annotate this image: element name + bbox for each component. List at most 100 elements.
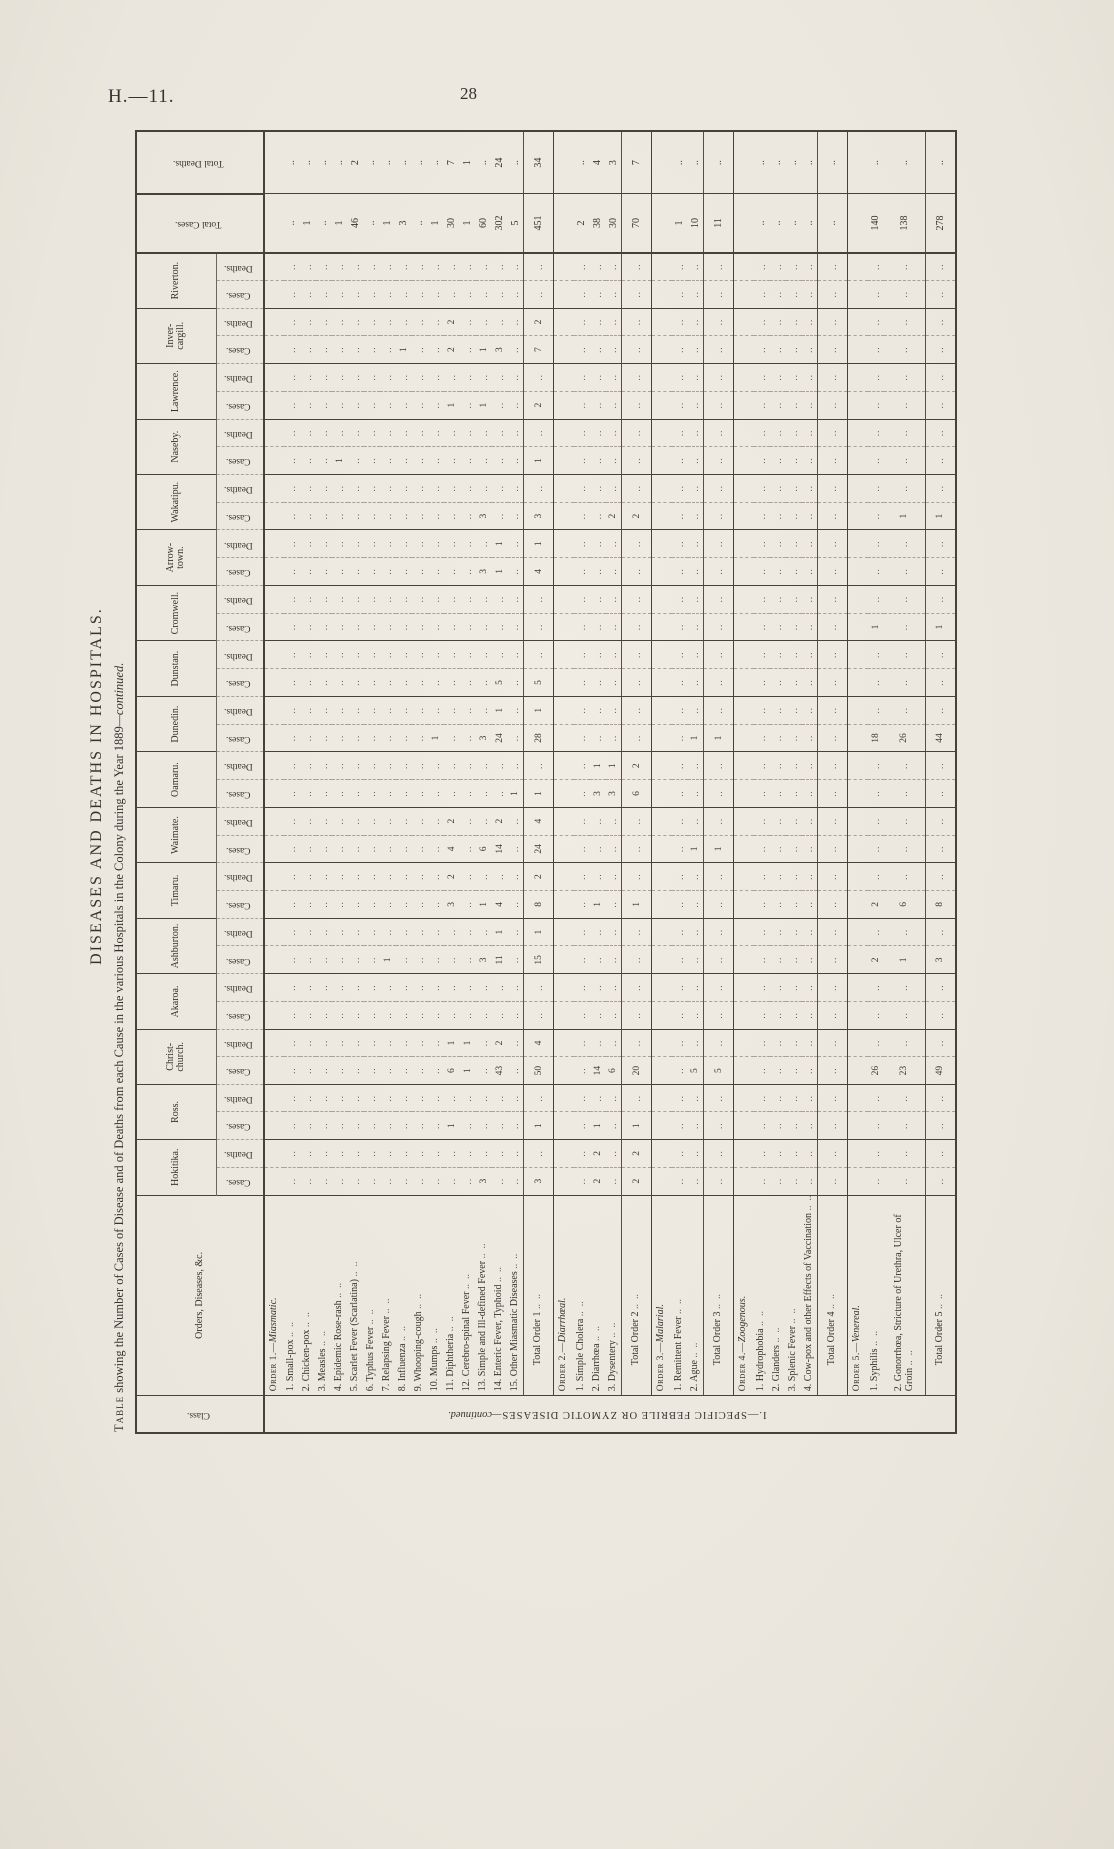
deaths-cell: .. bbox=[491, 585, 508, 614]
cases-cell: .. bbox=[883, 391, 926, 420]
cases-cell bbox=[263, 724, 284, 752]
deaths-cell bbox=[733, 1084, 754, 1112]
cases-cell: .. bbox=[703, 668, 734, 697]
cases-cell: .. bbox=[315, 1111, 332, 1140]
disease-row: 1. Remittent Fever......................… bbox=[671, 131, 688, 1433]
cases-cell: 2 bbox=[443, 335, 460, 364]
cases-cell: .. bbox=[703, 391, 734, 420]
cases-cell: .. bbox=[507, 335, 524, 364]
order-row: Order 5.—Venereal. bbox=[847, 131, 868, 1433]
deaths-cell: .. bbox=[379, 862, 396, 891]
cases-cell: .. bbox=[459, 890, 476, 919]
deaths-cell: .. bbox=[605, 640, 622, 669]
deaths-cell: .. bbox=[523, 640, 554, 669]
deaths-cell: 2 bbox=[523, 308, 554, 336]
cases-cell: .. bbox=[315, 779, 332, 808]
total-deaths-cell bbox=[847, 131, 868, 194]
row-label: 4. Cow-pox and other Effects of Vaccinat… bbox=[801, 1195, 818, 1396]
cases-cell: .. bbox=[459, 502, 476, 530]
deaths-cell: .. bbox=[621, 1084, 652, 1112]
cases-cell bbox=[263, 557, 284, 586]
cases-cell: .. bbox=[299, 835, 316, 863]
cases-cell: .. bbox=[753, 890, 770, 919]
deaths-cell: .. bbox=[573, 862, 590, 891]
cases-cell: .. bbox=[347, 1167, 364, 1196]
total-deaths-cell: .. bbox=[573, 131, 590, 194]
deaths-cell: .. bbox=[573, 585, 590, 614]
cases-cell: .. bbox=[395, 835, 412, 863]
cases-cell: .. bbox=[671, 1001, 688, 1030]
deaths-cell: .. bbox=[507, 585, 524, 614]
total-deaths-cell: .. bbox=[283, 131, 300, 194]
cases-cell: .. bbox=[671, 1111, 688, 1140]
cases-cell: .. bbox=[801, 1167, 818, 1196]
deaths-cell: .. bbox=[331, 973, 348, 1002]
deaths-cell bbox=[263, 696, 284, 725]
cases-cell: .. bbox=[299, 446, 316, 475]
deaths-cell: .. bbox=[753, 918, 770, 946]
row-label: 2. Chicken-pox bbox=[299, 1195, 316, 1396]
cases-cell: .. bbox=[925, 446, 956, 475]
deaths-cell: .. bbox=[507, 751, 524, 780]
deaths-cell: .. bbox=[507, 252, 524, 281]
cases-cell: .. bbox=[283, 446, 300, 475]
deaths-cell: .. bbox=[411, 252, 428, 281]
deaths-cell: .. bbox=[507, 1029, 524, 1057]
deaths-cell: .. bbox=[459, 973, 476, 1002]
cases-cell: .. bbox=[299, 779, 316, 808]
cases-cell: .. bbox=[801, 557, 818, 586]
total-deaths-cell: .. bbox=[427, 131, 444, 194]
cases-cell: .. bbox=[589, 280, 606, 309]
deaths-subheader: Deaths. bbox=[216, 308, 264, 336]
deaths-cell bbox=[847, 252, 868, 281]
cases-cell: .. bbox=[769, 668, 786, 697]
deaths-cell: .. bbox=[817, 529, 848, 558]
hospital-header-4: Akaroa. bbox=[136, 973, 216, 1030]
cases-cell: .. bbox=[883, 280, 926, 309]
deaths-cell: .. bbox=[379, 252, 396, 281]
total-deaths-cell: .. bbox=[867, 131, 884, 194]
deaths-cell: .. bbox=[459, 363, 476, 392]
deaths-cell: .. bbox=[347, 474, 364, 503]
cases-cell: .. bbox=[379, 280, 396, 309]
deaths-cell: 2 bbox=[443, 308, 460, 336]
cases-cell: .. bbox=[379, 1056, 396, 1085]
deaths-cell: .. bbox=[507, 807, 524, 836]
deaths-cell: .. bbox=[817, 419, 848, 447]
cases-cell: .. bbox=[283, 391, 300, 420]
deaths-cell: .. bbox=[703, 308, 734, 336]
deaths-cell: .. bbox=[753, 751, 770, 780]
cases-cell: .. bbox=[523, 1001, 554, 1030]
total-cases-cell: 2 bbox=[573, 193, 590, 253]
deaths-cell: .. bbox=[331, 585, 348, 614]
cases-cell: .. bbox=[411, 502, 428, 530]
deaths-cell: .. bbox=[687, 529, 704, 558]
cases-cell: 15 bbox=[523, 945, 554, 974]
cases-cell bbox=[733, 1056, 754, 1085]
deaths-cell: .. bbox=[315, 862, 332, 891]
hospital-header-9: Dunedin. bbox=[136, 696, 216, 752]
cases-cell: .. bbox=[379, 890, 396, 919]
row-label: 8. Influenza bbox=[395, 1195, 412, 1396]
cases-cell: .. bbox=[867, 1111, 884, 1140]
cases-cell bbox=[847, 280, 868, 309]
deaths-cell: .. bbox=[573, 474, 590, 503]
cases-cell: .. bbox=[395, 280, 412, 309]
cases-cell bbox=[733, 391, 754, 420]
deaths-cell: .. bbox=[475, 1139, 492, 1168]
cases-cell bbox=[733, 835, 754, 863]
deaths-cell: .. bbox=[427, 751, 444, 780]
total-cases-cell: 30 bbox=[443, 193, 460, 253]
deaths-cell: .. bbox=[523, 1139, 554, 1168]
deaths-cell bbox=[847, 862, 868, 891]
disease-row: 1. Small-pox............................… bbox=[283, 131, 300, 1433]
cases-cell bbox=[553, 280, 574, 309]
deaths-cell: 4 bbox=[523, 1029, 554, 1057]
cases-cell: .. bbox=[573, 1056, 590, 1085]
cases-cell: .. bbox=[785, 613, 802, 641]
cases-cell: 11 bbox=[491, 945, 508, 974]
cases-cell: .. bbox=[925, 1167, 956, 1196]
cases-cell: .. bbox=[283, 557, 300, 586]
cases-cell: .. bbox=[753, 446, 770, 475]
cases-cell: .. bbox=[573, 502, 590, 530]
